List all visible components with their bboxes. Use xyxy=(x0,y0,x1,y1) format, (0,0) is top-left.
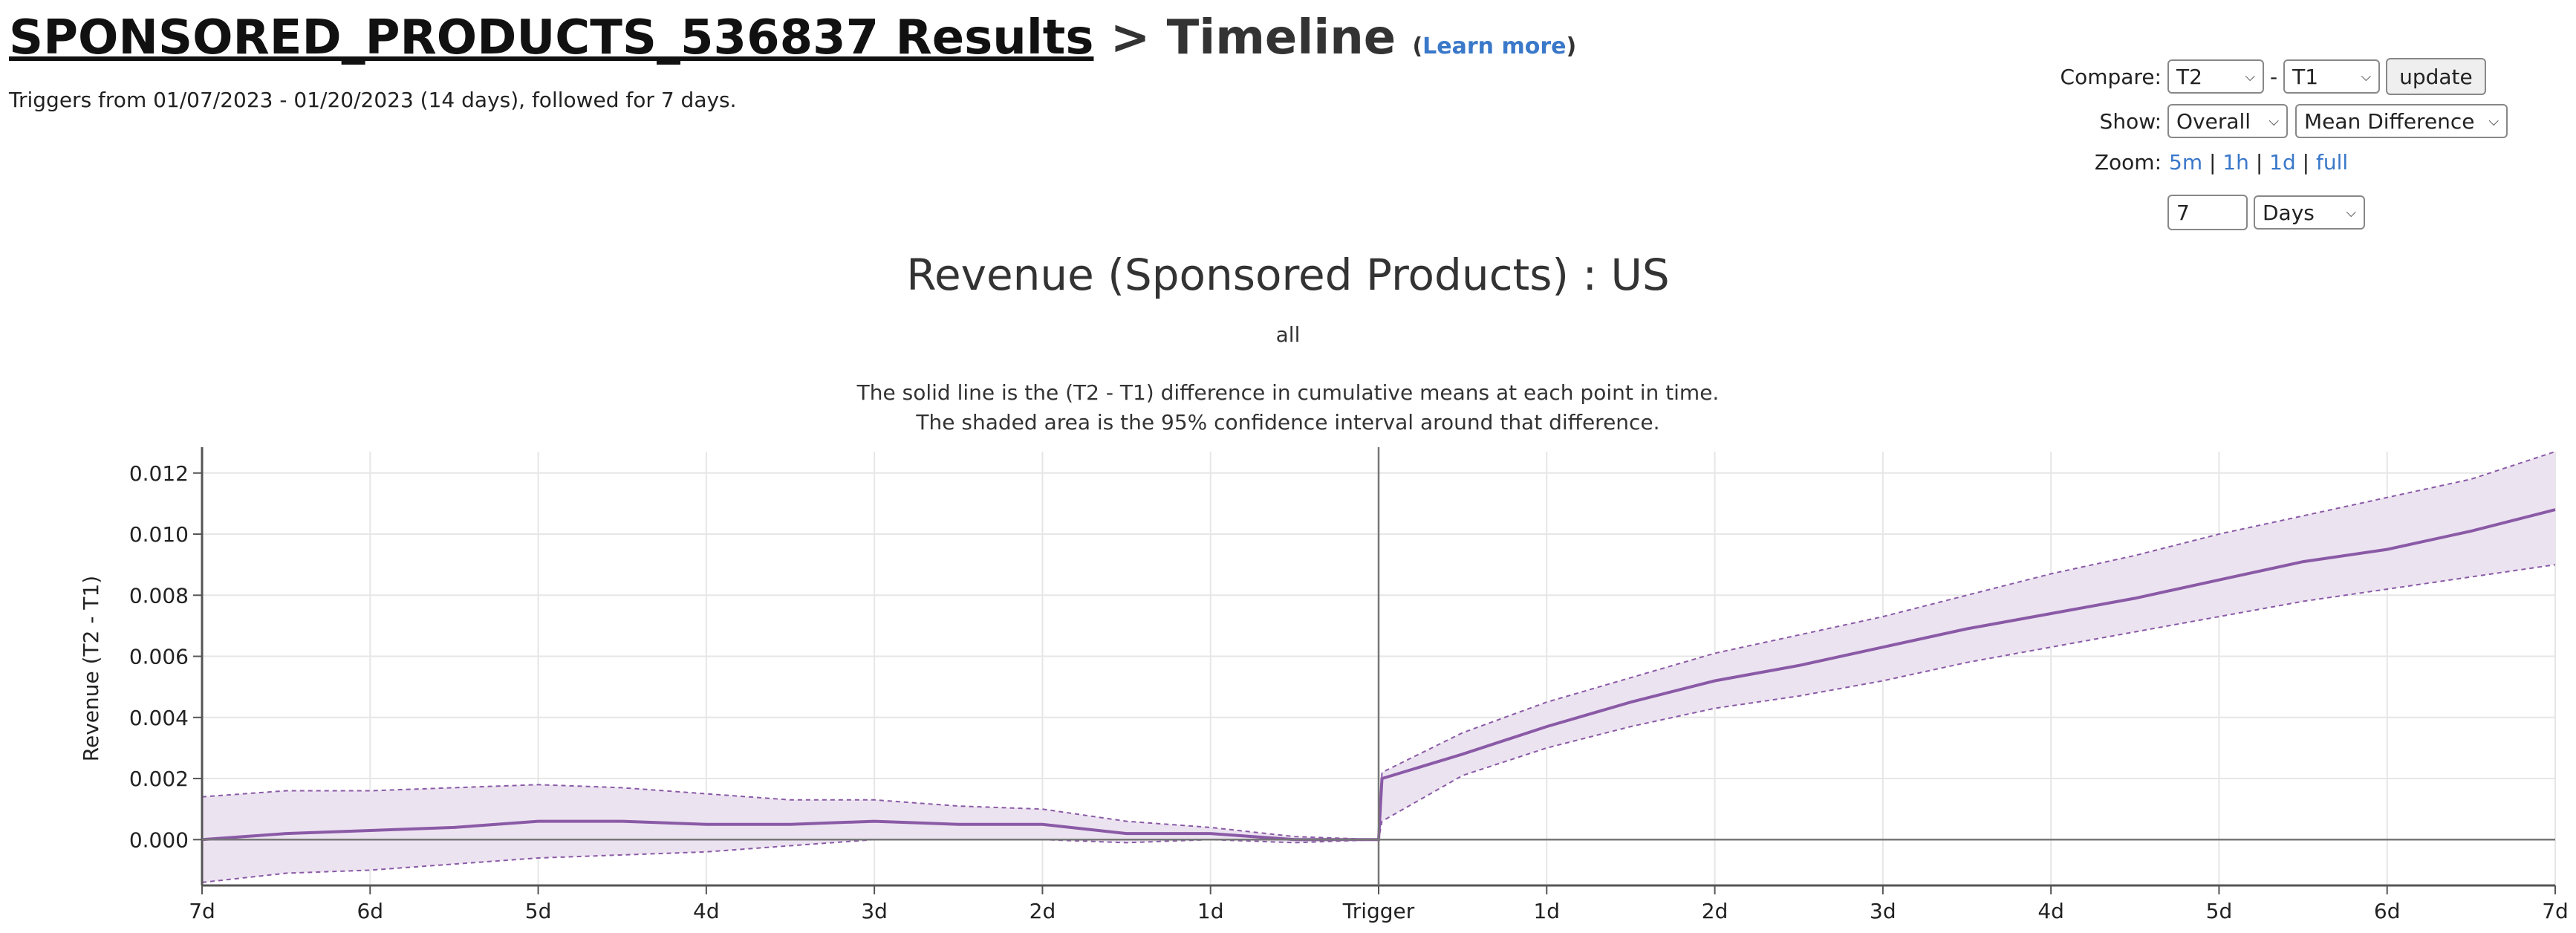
difference-line xyxy=(201,508,2556,842)
y-tick-label: 0.012 xyxy=(129,461,189,486)
range-row: 7 Days ⌵ xyxy=(2167,195,2365,230)
x-tick-label: 2d xyxy=(1030,899,1056,923)
x-axis-ticks: 7d 6d 5d 4d 3d 2d 1d Trigger 1d 2d 3d 4d 5d 6d 7d xyxy=(189,885,2569,923)
experiment-results-link[interactable]: SPONSORED_PRODUCTS_536837 Results xyxy=(9,10,1094,65)
zoom-1h-link[interactable]: 1h xyxy=(2222,150,2249,175)
zoom-separator: | xyxy=(2255,150,2263,175)
range-unit-select[interactable]: Days ⌵ xyxy=(2254,195,2365,230)
x-tick-label: 6d xyxy=(2374,899,2401,923)
compare-b-value: T1 xyxy=(2292,64,2319,89)
range-value-input[interactable]: 7 xyxy=(2167,195,2248,230)
show-label: Show: xyxy=(2099,108,2162,134)
compare-a-select[interactable]: T2 ⌵ xyxy=(2167,59,2264,94)
y-tick-label: 0.000 xyxy=(129,828,189,852)
show-scope-select[interactable]: Overall ⌵ xyxy=(2167,104,2288,138)
update-button[interactable]: update xyxy=(2386,58,2486,95)
x-tick-label: Trigger xyxy=(1342,899,1415,923)
learn-open-paren: ( xyxy=(1412,33,1423,59)
page-title: SPONSORED_PRODUCTS_536837 Results > Time… xyxy=(9,4,1576,83)
range-unit-value: Days xyxy=(2263,200,2315,225)
x-tick-label: 3d xyxy=(861,899,888,923)
chart-title: Revenue (Sponsored Products) : US xyxy=(906,250,1670,300)
zoom-separator: | xyxy=(2209,150,2216,175)
chevron-down-icon: ⌵ xyxy=(2361,68,2372,85)
y-axis-ticks: 0.000 0.002 0.004 0.006 0.008 0.010 0.012 xyxy=(129,461,202,852)
trigger-range-text: Triggers from 01/07/2023 - 01/20/2023 (1… xyxy=(9,88,737,112)
zoom-full-link[interactable]: full xyxy=(2316,150,2349,175)
zoom-row: Zoom: 5m | 1h | 1d | full xyxy=(2050,150,2348,175)
show-metric-select[interactable]: Mean Difference ⌵ xyxy=(2295,104,2508,138)
x-tick-label: 7d xyxy=(2542,899,2569,923)
learn-more-group: (Learn more) xyxy=(1412,33,1576,59)
compare-b-select[interactable]: T1 ⌵ xyxy=(2283,59,2381,94)
show-row: Show: Overall ⌵ Mean Difference ⌵ xyxy=(2050,104,2508,138)
x-tick-label: 1d xyxy=(1197,899,1224,923)
y-tick-label: 0.008 xyxy=(129,583,189,608)
zoom-label: Zoom: xyxy=(2094,150,2162,175)
zoom-options: 5m | 1h | 1d | full xyxy=(2169,150,2348,175)
x-tick-label: 7d xyxy=(189,899,215,923)
zoom-separator: | xyxy=(2302,150,2310,175)
x-tick-label: 5d xyxy=(525,899,552,923)
zoom-1d-link[interactable]: 1d xyxy=(2269,150,2296,175)
show-metric-value: Mean Difference xyxy=(2304,108,2475,134)
chevron-down-icon: ⌵ xyxy=(2488,113,2499,129)
y-axis-label: Revenue (T2 - T1) xyxy=(79,576,103,761)
compare-label: Compare: xyxy=(2060,64,2162,89)
chevron-down-icon: ⌵ xyxy=(2346,204,2356,221)
chevron-down-icon: ⌵ xyxy=(2245,68,2255,85)
learn-close-paren: ) xyxy=(1566,33,1577,59)
y-tick-label: 0.004 xyxy=(129,706,189,730)
page-header: SPONSORED_PRODUCTS_536837 Results > Time… xyxy=(9,4,1576,112)
x-tick-label: 5d xyxy=(2206,899,2233,923)
chevron-down-icon: ⌵ xyxy=(2268,113,2279,129)
title-timeline: > Timeline xyxy=(1093,10,1413,65)
y-tick-label: 0.002 xyxy=(129,767,189,791)
chart-description-line-1: The solid line is the (T2 - T1) differen… xyxy=(856,380,1720,405)
y-tick-label: 0.010 xyxy=(129,522,189,547)
timeline-chart: Revenue (Sponsored Products) : US all Th… xyxy=(79,250,2569,923)
zoom-5m-link[interactable]: 5m xyxy=(2169,150,2203,175)
compare-a-value: T2 xyxy=(2176,64,2202,89)
x-tick-label: 4d xyxy=(2037,899,2064,923)
chart-subtitle: all xyxy=(1276,322,1301,347)
x-tick-label: 1d xyxy=(1533,899,1560,923)
y-tick-label: 0.006 xyxy=(129,645,189,669)
x-tick-label: 3d xyxy=(1870,899,1896,923)
chart-description-line-2: The shaded area is the 95% confidence in… xyxy=(915,410,1659,435)
x-tick-label: 4d xyxy=(693,899,720,923)
compare-separator: - xyxy=(2270,64,2278,89)
x-tick-label: 2d xyxy=(1702,899,1728,923)
x-tick-label: 6d xyxy=(357,899,383,923)
show-scope-value: Overall xyxy=(2176,108,2251,134)
mean-difference-line xyxy=(201,508,2556,842)
learn-more-link[interactable]: Learn more xyxy=(1422,33,1567,59)
compare-row: Compare: T2 ⌵ - T1 ⌵ update xyxy=(2050,58,2486,95)
